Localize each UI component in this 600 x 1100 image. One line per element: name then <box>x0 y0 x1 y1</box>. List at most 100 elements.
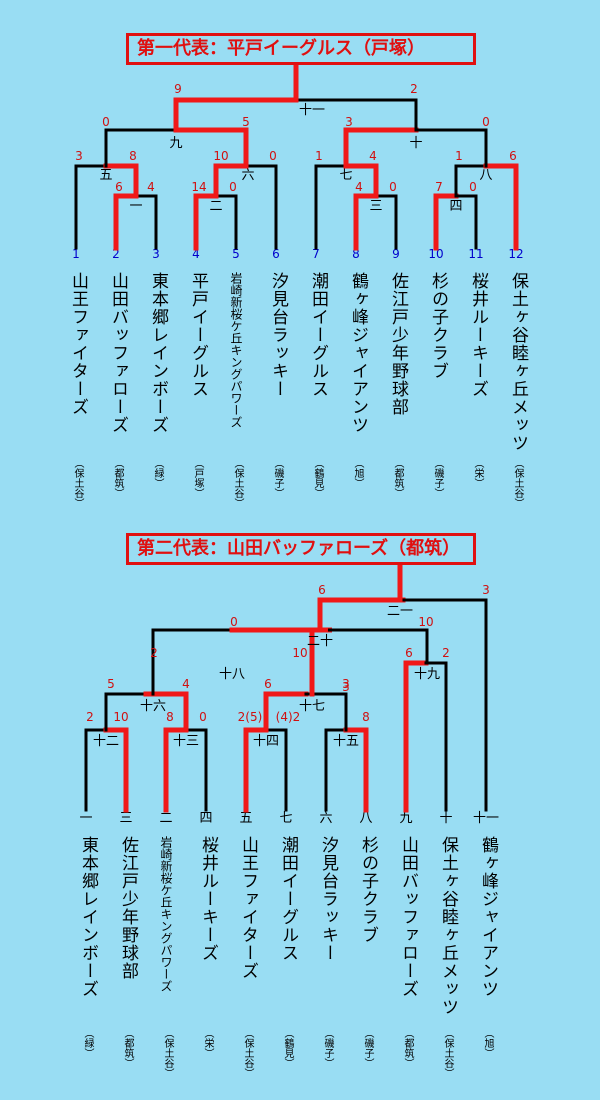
score: 8 <box>166 710 174 724</box>
game-number: 十七 <box>299 699 325 714</box>
team-area: （都筑） <box>392 458 403 498</box>
game-number: 二十 <box>307 634 333 649</box>
score: 6 <box>115 180 123 194</box>
team-name: 杉の子クラブ <box>428 272 448 380</box>
score: 0 <box>230 615 238 629</box>
team-number: 1 <box>72 247 80 261</box>
team-name: 佐江戸少年野球部 <box>388 272 408 416</box>
score: 2 <box>410 82 418 96</box>
team-name: 潮田イーグルス <box>308 272 328 398</box>
game-number: 三 <box>369 199 382 214</box>
team-number: 6 <box>272 247 280 261</box>
team-area: （旭） <box>482 1028 493 1058</box>
team-name: 山田バッファローズ <box>108 272 128 434</box>
team-number: 7 <box>312 247 320 261</box>
team-name: 鶴ヶ峰ジャイアンツ <box>348 272 368 434</box>
team-area: （磯子） <box>272 458 283 498</box>
team-number: 九 <box>399 811 412 826</box>
team-area: （保土谷） <box>442 1028 453 1078</box>
score: 2 <box>150 646 158 660</box>
game-number: 十四 <box>253 734 279 749</box>
team-area: （磯子） <box>362 1028 373 1068</box>
score: 6 <box>318 583 326 597</box>
game-number: 二一 <box>387 604 413 619</box>
score: 5 <box>242 115 250 129</box>
team-name: 平戸イーグルス <box>188 272 208 398</box>
team-name: 岩崎新桜ケ丘キングパワーズ <box>229 272 243 428</box>
team-name: 佐江戸少年野球部 <box>118 836 138 980</box>
team-name: 保土ヶ谷睦ヶ丘メッツ <box>438 836 458 1016</box>
team-number: 3 <box>152 247 160 261</box>
team-number: 5 <box>232 247 240 261</box>
team-number: 11 <box>468 247 483 261</box>
score: 4 <box>369 149 377 163</box>
team-number: 三 <box>119 811 132 826</box>
game-number: 九 <box>169 136 182 151</box>
team-number: 二 <box>159 811 172 826</box>
score: 0 <box>229 180 237 194</box>
team-area: （栄） <box>472 458 483 488</box>
team-area: （都筑） <box>402 1028 413 1068</box>
score: 7 <box>435 180 443 194</box>
team-number: 五 <box>239 811 252 826</box>
team-name: 保土ヶ谷睦ヶ丘メッツ <box>508 272 528 452</box>
team-area: （磯子） <box>322 1028 333 1068</box>
top-champion-banner: 第一代表：平戸イーグルス（戸塚） <box>126 33 476 65</box>
team-area: （保土谷） <box>512 458 523 508</box>
game-number: 十六 <box>140 699 166 714</box>
score: 0 <box>389 180 397 194</box>
game-number: 十五 <box>333 734 359 749</box>
game-number: 十三 <box>173 734 199 749</box>
team-area: （栄） <box>202 1028 213 1058</box>
team-name: 山王ファイターズ <box>68 272 88 416</box>
game-number: 四 <box>449 199 462 214</box>
score: 14 <box>191 180 206 194</box>
score: 0 <box>482 115 490 129</box>
score: 2 <box>86 710 94 724</box>
score: 3 <box>75 149 83 163</box>
score: 6 <box>405 646 413 660</box>
team-area: （磯子） <box>432 458 443 498</box>
team-area: （都筑） <box>112 458 123 498</box>
score: (4)2 <box>276 710 301 724</box>
bottom-champion-banner: 第二代表：山田バッファローズ（都筑） <box>126 533 476 565</box>
team-number: 十一 <box>473 811 499 826</box>
team-number: 四 <box>199 811 212 826</box>
score: 10 <box>213 149 228 163</box>
game-number: 八 <box>479 168 492 183</box>
team-area: （旭） <box>352 458 363 488</box>
team-area: （保土谷） <box>232 458 243 508</box>
team-number: 12 <box>508 247 523 261</box>
score: 0 <box>102 115 110 129</box>
score: 3 <box>342 677 350 691</box>
team-area: （緑） <box>82 1028 93 1058</box>
team-number: 十 <box>439 811 452 826</box>
game-number: 五 <box>99 168 112 183</box>
score: 3 <box>342 680 350 694</box>
team-area: （戸塚） <box>192 458 203 498</box>
score: 5 <box>107 677 115 691</box>
team-name: 桜井ルーキーズ <box>468 272 488 398</box>
team-name: 潮田イーグルス <box>278 836 298 962</box>
team-number: 4 <box>192 247 200 261</box>
score: 10 <box>418 615 433 629</box>
score: 4 <box>182 677 190 691</box>
game-number: 十一 <box>299 103 325 118</box>
score: 4 <box>355 180 363 194</box>
team-number: 一 <box>79 811 92 826</box>
team-number: 2 <box>112 247 120 261</box>
team-name: 東本郷レインボーズ <box>78 836 98 998</box>
score: 6 <box>264 677 272 691</box>
team-number: 七 <box>279 811 292 826</box>
game-number: 二 <box>209 199 222 214</box>
score: 4 <box>147 180 155 194</box>
team-number: 8 <box>352 247 360 261</box>
team-number: 10 <box>428 247 443 261</box>
team-name: 東本郷レインボーズ <box>148 272 168 434</box>
team-area: （緑） <box>152 458 163 488</box>
team-number: 八 <box>359 811 372 826</box>
team-number: 9 <box>392 247 400 261</box>
team-area: （鶴見） <box>282 1028 293 1068</box>
